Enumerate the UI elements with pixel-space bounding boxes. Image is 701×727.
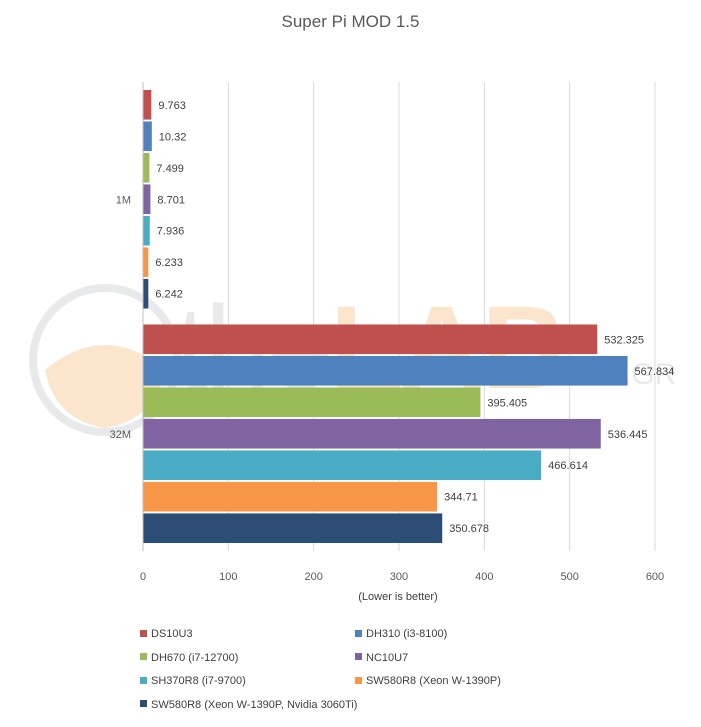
bars bbox=[143, 89, 628, 544]
legend-item: SH370R8 (i7-9700) bbox=[140, 675, 246, 687]
legend-label: NC10U7 bbox=[366, 651, 409, 664]
legend-label: DS10U3 bbox=[151, 628, 193, 640]
data-label: 395.405 bbox=[487, 397, 527, 409]
x-tick-label: 500 bbox=[560, 571, 578, 583]
legend-label: SH370R8 (i7-9700) bbox=[151, 675, 246, 687]
legend-label: SW580R8 (Xeon W-1390P) bbox=[366, 675, 501, 687]
x-tick-label: 300 bbox=[390, 571, 408, 583]
bar bbox=[143, 513, 443, 544]
bar bbox=[143, 418, 601, 449]
legend-swatch bbox=[140, 629, 147, 637]
data-label: 7.936 bbox=[157, 226, 185, 238]
bar bbox=[143, 355, 628, 386]
legend-swatch bbox=[355, 629, 362, 637]
data-label: 567.834 bbox=[635, 366, 675, 378]
legend-item: SW580R8 (Xeon W-1390P, Nvidia 3060Ti) bbox=[140, 699, 357, 711]
legend-swatch bbox=[140, 653, 147, 661]
bar bbox=[143, 184, 151, 215]
x-axis-title: (Lower is better) bbox=[358, 591, 437, 603]
y-category-label: 32M bbox=[110, 429, 131, 441]
bar bbox=[143, 450, 542, 481]
legend-swatch bbox=[140, 700, 147, 708]
legend-item: DS10U3 bbox=[140, 628, 193, 640]
data-labels: 9.763 10.32 7.499 8.701 7.936 6.233 6.242 532.3… bbox=[155, 100, 674, 535]
bar bbox=[143, 387, 481, 418]
x-tick-label: 600 bbox=[646, 571, 664, 583]
data-label: 6.242 bbox=[155, 289, 183, 301]
bar bbox=[143, 324, 598, 355]
data-label: 9.763 bbox=[158, 100, 186, 112]
x-tick-label: 100 bbox=[219, 571, 237, 583]
legend-label: SW580R8 (Xeon W-1390P, Nvidia 3060Ti) bbox=[151, 698, 358, 711]
legend-swatch bbox=[140, 676, 147, 684]
bar bbox=[143, 278, 149, 309]
bar bbox=[143, 247, 149, 278]
bar bbox=[143, 481, 438, 512]
bar bbox=[143, 152, 150, 183]
legend-item: DH670 (i7-12700) bbox=[140, 652, 238, 664]
data-label: 7.499 bbox=[156, 163, 184, 175]
data-label: 344.71 bbox=[444, 492, 478, 504]
bar bbox=[143, 89, 152, 120]
data-label: 10.32 bbox=[159, 131, 187, 143]
data-label: 532.325 bbox=[604, 334, 644, 346]
data-label: 466.614 bbox=[548, 460, 588, 472]
legend-label: DH670 (i7-12700) bbox=[151, 651, 239, 664]
data-label: 350.678 bbox=[449, 523, 489, 535]
data-label: 536.445 bbox=[608, 429, 648, 441]
legend-label: DH310 (i3-8100) bbox=[366, 628, 448, 640]
x-tick-label: 200 bbox=[304, 571, 322, 583]
x-tick-label: 0 bbox=[140, 571, 146, 583]
y-category-label: 1M bbox=[116, 194, 131, 206]
legend-item: DH310 (i3-8100) bbox=[355, 628, 447, 640]
bar bbox=[143, 215, 150, 246]
legend-swatch bbox=[355, 653, 362, 661]
data-label: 8.701 bbox=[157, 194, 185, 206]
legend-swatch bbox=[355, 676, 362, 684]
bar bbox=[143, 121, 152, 152]
legend-item: NC10U7 bbox=[355, 652, 408, 664]
gridlines bbox=[142, 82, 656, 551]
legend-item: SW580R8 (Xeon W-1390P) bbox=[355, 675, 501, 687]
chart-title: Super Pi MOD 1.5 bbox=[281, 12, 420, 31]
axes: 0 100 200 300 400 500 600 1M 32M bbox=[110, 82, 664, 583]
data-label: 6.233 bbox=[155, 257, 183, 269]
x-tick-label: 400 bbox=[475, 571, 493, 583]
